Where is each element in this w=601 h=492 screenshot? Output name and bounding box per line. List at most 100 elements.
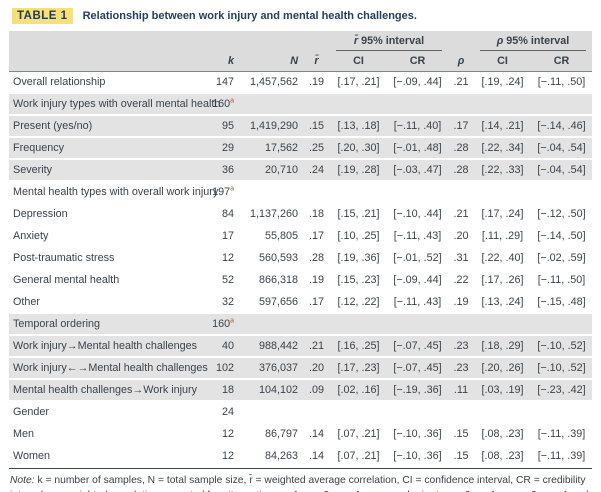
cell-rho_cr: [−.10, .52] xyxy=(531,357,592,380)
table-bottom-rule xyxy=(9,468,592,469)
cell-n: 20,710 xyxy=(239,159,303,182)
cell-n: 55,805 xyxy=(239,225,303,248)
spanner-spacer xyxy=(9,31,330,51)
cell-r: .19 xyxy=(303,71,330,94)
table-caption: Relationship between work injury and men… xyxy=(82,10,417,22)
cell-k: 17 xyxy=(205,225,239,248)
cell-n: 17,562 xyxy=(239,137,303,160)
table-row: Work injury←→Mental health challenges 102… xyxy=(9,357,592,380)
cell-k: 197a xyxy=(205,181,239,204)
cell-k: 29 xyxy=(205,137,239,160)
cell-rho: .15 xyxy=(448,445,474,468)
cell-label: Other xyxy=(9,291,205,314)
footnote-marker: a xyxy=(230,316,234,324)
cell-ci: [.20, .30] xyxy=(330,137,387,160)
cell-ci: [.15, .21] xyxy=(330,203,387,226)
cell-cr: [−.19, .36] xyxy=(387,379,448,402)
cell-rho: .11 xyxy=(448,379,474,402)
spanner-row: r̄ 95% interval ρ 95% interval xyxy=(9,31,592,51)
cell-r: .09 xyxy=(303,379,330,402)
cell-r: .21 xyxy=(303,335,330,358)
cell-r: .24 xyxy=(303,159,330,182)
cell-label: Work injury→Mental health challenges xyxy=(9,335,205,358)
col-header-rbar: r̄ xyxy=(303,51,330,72)
cell-n: 86,797 xyxy=(239,423,303,446)
cell-rho xyxy=(448,181,474,204)
cell-rho: .15 xyxy=(448,423,474,446)
cell-cr: [−.07, .45] xyxy=(387,335,448,358)
cell-k: 12 xyxy=(205,247,239,270)
cell-rho_ci: [.14, .21] xyxy=(474,115,531,138)
cell-cr: [−.07, .45] xyxy=(387,357,448,380)
table-row: Overall relationship 147 1,457,562.19 [.17,… xyxy=(9,71,592,94)
r-interval-spanner: r̄ 95% interval xyxy=(330,31,448,51)
footnote-marker: a xyxy=(230,184,234,192)
cell-label: Severity xyxy=(9,159,205,182)
cell-n xyxy=(239,401,303,424)
cell-cr: [−.11, .40] xyxy=(387,115,448,138)
cell-rho: .28 xyxy=(448,137,474,160)
cell-label: Women xyxy=(9,445,205,468)
cell-rho_ci: [.22, .33] xyxy=(474,159,531,182)
table-row: Work injury→Mental health challenges 40 98… xyxy=(9,335,592,358)
cell-r xyxy=(303,93,330,116)
cell-ci: [.16, .25] xyxy=(330,335,387,358)
table-row: Present (yes/no) 95 1,419,290.15 [.13, .18]… xyxy=(9,115,592,138)
col-header-rho: ρ xyxy=(448,51,474,72)
cell-r: .14 xyxy=(303,423,330,446)
cell-rho_cr xyxy=(531,313,592,336)
cell-r: .28 xyxy=(303,247,330,270)
cell-k: 32 xyxy=(205,291,239,314)
cell-ci: [.07, .21] xyxy=(330,423,387,446)
cell-label: Temporal ordering xyxy=(9,313,205,336)
table-header: r̄ 95% interval ρ 95% interval k N r̄ CI xyxy=(9,31,592,72)
cell-rho_cr xyxy=(531,93,592,116)
cell-rho_ci xyxy=(474,181,531,204)
cell-label: Depression xyxy=(9,203,205,226)
cell-rho_cr: [−.15, .48] xyxy=(531,291,592,314)
cell-rho_ci: [.03, .19] xyxy=(474,379,531,402)
cell-rho_ci: [.22, .40] xyxy=(474,247,531,270)
cell-rho xyxy=(448,401,474,424)
cell-rho_ci xyxy=(474,93,531,116)
cell-cr: [−.09, .44] xyxy=(387,71,448,94)
table-body: Overall relationship 147 1,457,562.19 [.17,… xyxy=(9,71,592,468)
cell-cr: [−.03, .47] xyxy=(387,159,448,182)
table-number-tag: TABLE 1 xyxy=(12,8,73,24)
cell-rho_cr: [−.11, .50] xyxy=(531,71,592,94)
cell-k: 160a xyxy=(205,313,239,336)
cell-ci xyxy=(330,93,387,116)
cell-label: Mental health challenges→Work injury xyxy=(9,379,205,402)
cell-rho: .21 xyxy=(448,71,474,94)
table-row: Post-traumatic stress 12 560,593.28 [.19, .… xyxy=(9,247,592,270)
cell-rho_cr: [−.04, .54] xyxy=(531,137,592,160)
cell-n: 560,593 xyxy=(239,247,303,270)
cell-cr: [−.09, .44] xyxy=(387,269,448,292)
cell-r: .18 xyxy=(303,203,330,226)
cell-ci: [.17, .21] xyxy=(330,71,387,94)
cell-rho_ci: [.17, .26] xyxy=(474,269,531,292)
cell-ci xyxy=(330,313,387,336)
cell-cr: [−.11, .43] xyxy=(387,291,448,314)
col-header-cr2: CR xyxy=(531,51,592,72)
cell-rho_ci: [.17, .24] xyxy=(474,203,531,226)
cell-k: 147 xyxy=(205,71,239,94)
cell-ci: [.15, .23] xyxy=(330,269,387,292)
cell-label: Mental health types with overall work in… xyxy=(9,181,218,204)
cell-rho_ci xyxy=(474,313,531,336)
cell-rho_cr xyxy=(531,181,592,204)
cell-rho_cr: [−.23, .42] xyxy=(531,379,592,402)
cell-rho_cr: [−.11, .39] xyxy=(531,423,592,446)
cell-ci: [.12, .22] xyxy=(330,291,387,314)
r-bar-symbol: r̄ xyxy=(353,34,359,47)
cell-ci: [.19, .28] xyxy=(330,159,387,182)
cell-ci: [.07, .21] xyxy=(330,445,387,468)
cell-r: .15 xyxy=(303,115,330,138)
cell-k: 12 xyxy=(205,445,239,468)
table-row: Gender 24 xyxy=(9,401,592,424)
cell-n xyxy=(239,313,303,336)
col-header-cr: CR xyxy=(387,51,448,72)
cell-label: Present (yes/no) xyxy=(9,115,205,138)
cell-ci xyxy=(330,181,387,204)
cell-ci xyxy=(330,401,387,424)
